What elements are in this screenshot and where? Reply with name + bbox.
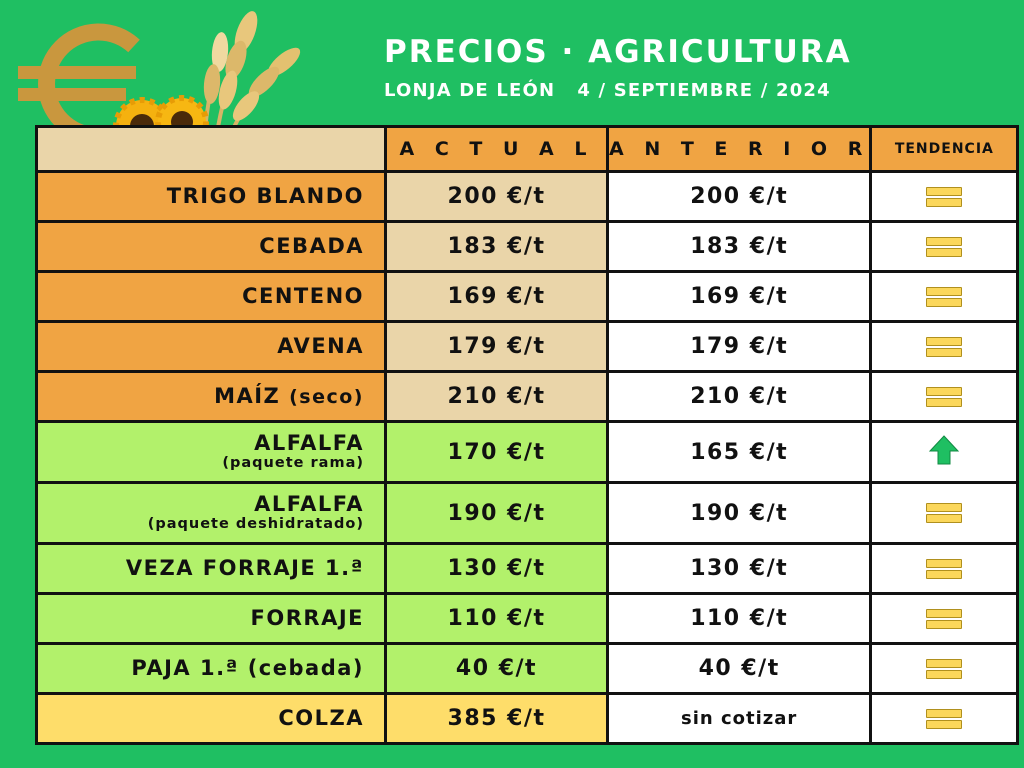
product-cell: COLZA: [35, 692, 387, 745]
header-empty-cell: [35, 125, 387, 173]
product-cell: TRIGO BLANDO: [35, 170, 387, 223]
page-subtitle: LONJA DE LEÓN 4 / SEPTIEMBRE / 2024: [384, 80, 831, 101]
trend-cell: [869, 642, 1020, 695]
header-tendencia: TENDENCIA: [869, 125, 1020, 173]
previous-price: 200 €/t: [605, 170, 873, 223]
page-title: PRECIOS · AGRICULTURA: [384, 34, 852, 70]
trend-cell: [869, 170, 1020, 223]
equal-icon: [926, 335, 963, 359]
report-date: 4 / SEPTIEMBRE / 2024: [577, 80, 831, 101]
trend-cell: [869, 220, 1020, 273]
product-name: ALFALFA: [254, 492, 364, 517]
previous-price: 179 €/t: [605, 320, 873, 373]
equal-icon: [926, 185, 963, 209]
product-cell: VEZA FORRAJE 1.ª: [35, 542, 387, 595]
product-detail: (paquete deshidratado): [147, 516, 364, 533]
product-name: TRIGO BLANDO: [166, 184, 364, 209]
previous-price: 40 €/t: [605, 642, 873, 695]
previous-price: 210 €/t: [605, 370, 873, 423]
previous-price: 190 €/t: [605, 481, 873, 545]
actual-price: 183 €/t: [384, 220, 609, 273]
product-name: AVENA: [277, 334, 364, 359]
table-row: AVENA 179 €/t 179 €/t: [35, 320, 1020, 373]
product-name: MAÍZ: [214, 384, 281, 409]
arrow-up-icon: [929, 435, 960, 465]
table-row: PAJA 1.ª (cebada) 40 €/t 40 €/t: [35, 642, 1020, 695]
header-actual: A C T U A L: [384, 125, 609, 173]
product-cell: ALFALFA (paquete deshidratado): [35, 481, 387, 545]
actual-price: 110 €/t: [384, 592, 609, 645]
table-header-row: A C T U A L A N T E R I O R TENDENCIA: [35, 125, 1020, 173]
actual-price: 179 €/t: [384, 320, 609, 373]
previous-price: 130 €/t: [605, 542, 873, 595]
product-name: VEZA FORRAJE 1.ª: [125, 556, 364, 581]
previous-price: 183 €/t: [605, 220, 873, 273]
table-row: MAÍZ (seco) 210 €/t 210 €/t: [35, 370, 1020, 423]
previous-price: 169 €/t: [605, 270, 873, 323]
trend-cell: [869, 370, 1020, 423]
product-name: FORRAJE: [250, 606, 364, 631]
product-cell: AVENA: [35, 320, 387, 373]
trend-cell: [869, 481, 1020, 545]
actual-price: 385 €/t: [384, 692, 609, 745]
trend-cell: [869, 592, 1020, 645]
table-row: ALFALFA (paquete deshidratado) 190 €/t 190 …: [35, 481, 1020, 545]
actual-price: 210 €/t: [384, 370, 609, 423]
product-cell: MAÍZ (seco): [35, 370, 387, 423]
product-detail: (paquete rama): [222, 455, 364, 472]
trend-cell: [869, 420, 1020, 484]
previous-price: 110 €/t: [605, 592, 873, 645]
previous-price: sin cotizar: [605, 692, 873, 745]
actual-price: 170 €/t: [384, 420, 609, 484]
table-row: COLZA 385 €/t sin cotizar: [35, 692, 1020, 745]
product-cell: ALFALFA (paquete rama): [35, 420, 387, 484]
product-name: COLZA: [278, 706, 364, 731]
table-row: ALFALFA (paquete rama) 170 €/t 165 €/t: [35, 420, 1020, 484]
product-name: ALFALFA: [254, 431, 364, 456]
actual-price: 200 €/t: [384, 170, 609, 223]
equal-icon: [926, 607, 963, 631]
equal-icon: [926, 235, 963, 259]
equal-icon: [926, 557, 963, 581]
trend-cell: [869, 270, 1020, 323]
table-row: CENTENO 169 €/t 169 €/t: [35, 270, 1020, 323]
wheat-ears-icon: [202, 11, 301, 139]
product-name: CENTENO: [242, 284, 364, 309]
actual-price: 190 €/t: [384, 481, 609, 545]
trend-cell: [869, 692, 1020, 745]
product-detail: (seco): [289, 386, 364, 409]
previous-price: 165 €/t: [605, 420, 873, 484]
trend-cell: [869, 542, 1020, 595]
equal-icon: [926, 285, 963, 309]
trend-cell: [869, 320, 1020, 373]
product-cell: FORRAJE: [35, 592, 387, 645]
price-table: A C T U A L A N T E R I O R TENDENCIA TR…: [35, 125, 1020, 745]
table-row: CEBADA 183 €/t 183 €/t: [35, 220, 1020, 273]
product-name: CEBADA: [259, 234, 364, 259]
table-row: TRIGO BLANDO 200 €/t 200 €/t: [35, 170, 1020, 223]
market-name: LONJA DE LEÓN: [384, 80, 556, 101]
table-row: VEZA FORRAJE 1.ª 130 €/t 130 €/t: [35, 542, 1020, 595]
table-row: FORRAJE 110 €/t 110 €/t: [35, 592, 1020, 645]
product-cell: PAJA 1.ª (cebada): [35, 642, 387, 695]
product-cell: CEBADA: [35, 220, 387, 273]
equal-icon: [926, 385, 963, 409]
equal-icon: [926, 657, 963, 681]
equal-icon: [926, 501, 963, 525]
header-anterior: A N T E R I O R: [605, 125, 873, 173]
product-cell: CENTENO: [35, 270, 387, 323]
actual-price: 130 €/t: [384, 542, 609, 595]
equal-icon: [926, 707, 963, 731]
actual-price: 169 €/t: [384, 270, 609, 323]
actual-price: 40 €/t: [384, 642, 609, 695]
product-name: PAJA 1.ª (cebada): [131, 656, 364, 681]
